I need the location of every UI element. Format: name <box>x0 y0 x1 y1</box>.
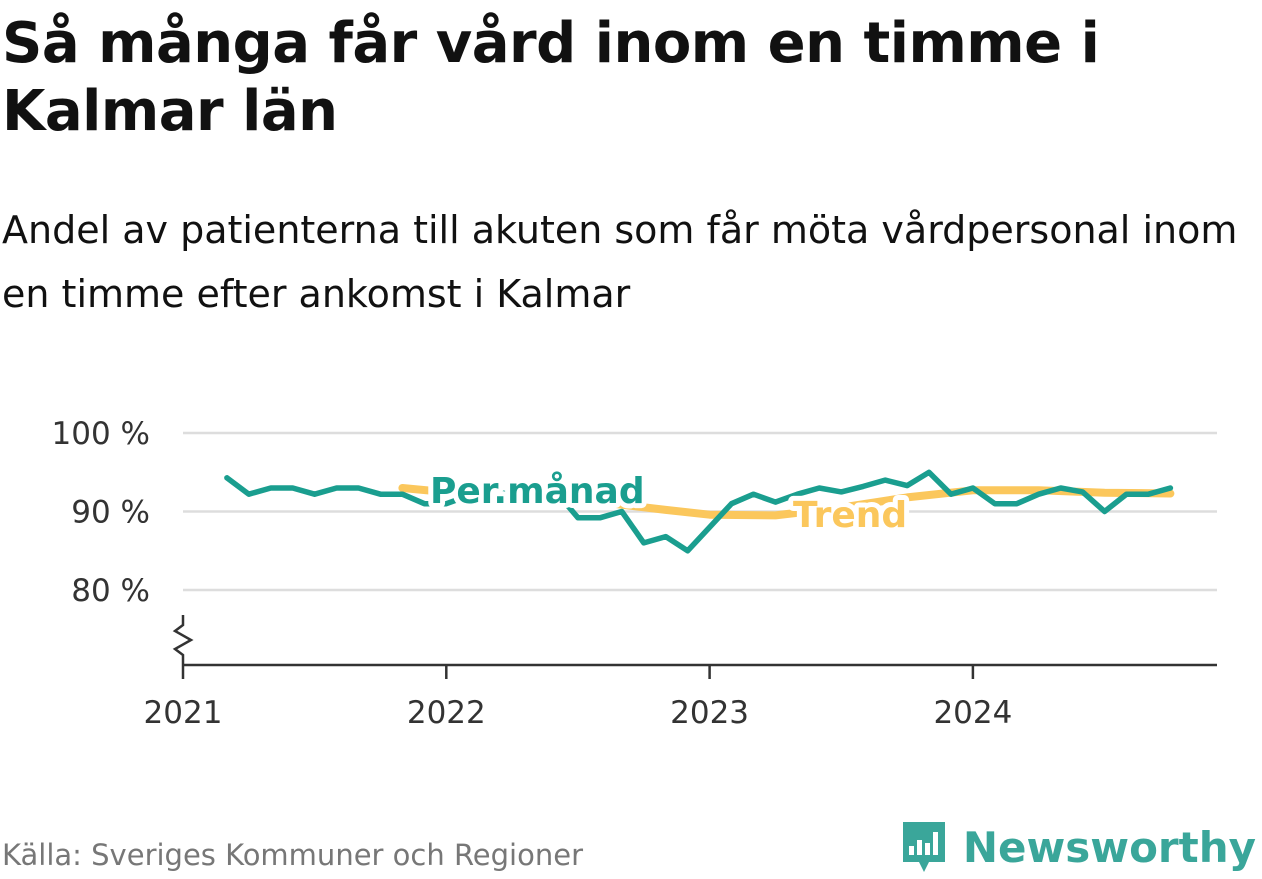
x-tick-label-2021: 2021 <box>144 695 223 731</box>
brand-logo[interactable]: Newsworthy <box>899 818 1256 876</box>
series-label-trend: Trend <box>793 495 907 536</box>
chart-subtitle: Andel av patienterna till akuten som får… <box>2 208 1238 316</box>
x-tick-label-2023: 2023 <box>670 695 749 731</box>
series-label-per-manad-halo: Per.månad <box>430 471 645 512</box>
x-axis: 2021 2022 2023 2024 <box>144 615 1217 731</box>
y-tick-label-80: 80 % <box>71 573 150 609</box>
y-tick-label-100: 100 % <box>52 416 150 452</box>
series-label-per-manad: Per.månad <box>430 471 645 512</box>
series-lines <box>224 469 1175 554</box>
series-label-trend-halo: Trend <box>793 495 907 536</box>
chart-title: Så många får vård inom en timme i Kalmar… <box>2 11 1100 144</box>
line-chart: 80 % 90 % 100 % 2021 2022 2023 2024 Per.månad… <box>52 416 1217 731</box>
x-tick-label-2022: 2022 <box>407 695 486 731</box>
source-note: Källa: Sveriges Kommuner och Regioner <box>2 838 584 872</box>
series-line-per-manad <box>224 469 1174 554</box>
brand-name: Newsworthy <box>962 822 1256 872</box>
newsworthy-logo-icon <box>902 822 945 872</box>
axis-break-icon <box>172 615 194 665</box>
y-axis-ticks: 80 % 90 % 100 % <box>52 416 150 609</box>
x-tick-label-2024: 2024 <box>933 695 1012 731</box>
y-tick-label-90: 90 % <box>71 495 150 531</box>
